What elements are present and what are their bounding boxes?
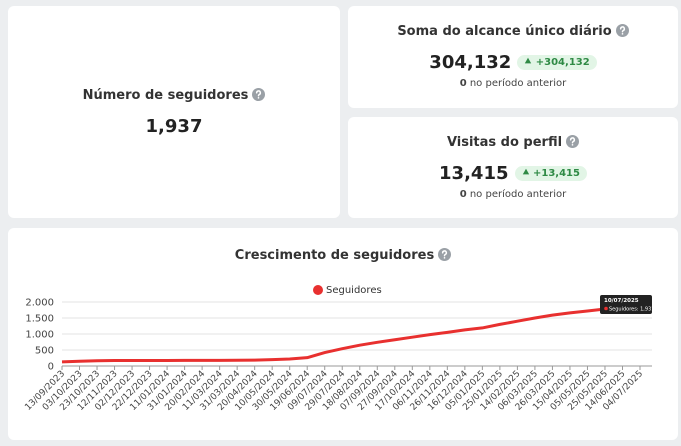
y-tick-label: 2.000: [25, 298, 54, 309]
y-tick-label: 1.500: [25, 314, 54, 325]
change-badge: +13,415: [514, 166, 587, 181]
previous-value: 0: [459, 189, 467, 200]
card-title: Número de seguidores: [8, 88, 340, 103]
previous-text: no período anterior: [469, 78, 567, 89]
y-tick-label: 0: [48, 362, 54, 373]
card-value: 13,415: [439, 163, 509, 184]
legend-label: Seguidores: [326, 285, 382, 296]
series-line: [61, 303, 641, 364]
title-text: Crescimento de seguidores: [234, 248, 435, 263]
tooltip-label: Seguidores: 1,931: [609, 307, 654, 313]
card-title: Visitas do perfil: [348, 135, 678, 150]
legend-swatch: [313, 285, 323, 295]
previous: 0 no período anterior: [348, 78, 678, 89]
badge-text: +304,132: [535, 57, 590, 68]
tooltip-swatch: [604, 306, 608, 311]
previous: 0 no período anterior: [348, 189, 678, 200]
y-tick-label: 500: [35, 346, 54, 357]
title-text: Visitas do perfil: [446, 135, 563, 150]
tooltip-box: [600, 295, 652, 314]
card-value: 304,132: [429, 52, 512, 73]
title-text: Soma do alcance único diário: [397, 24, 612, 39]
card-value: 1,937: [145, 116, 203, 137]
previous-value: 0: [459, 78, 467, 89]
card-value-row: 304,132 +304,132: [348, 52, 678, 73]
chart-title: Crescimento de seguidores: [8, 248, 678, 263]
reach-card: Soma do alcance único diário 304,132 +30…: [348, 6, 678, 108]
title-text: Número de seguidores: [82, 88, 249, 103]
visits-card: Visitas do perfil 13,415 +13,415 0 no pe…: [348, 117, 678, 218]
card-value-row: 13,415 +13,415: [348, 163, 678, 184]
change-badge: +304,132: [517, 55, 597, 70]
y-tick-label: 1.000: [25, 330, 54, 341]
previous-text: no período anterior: [469, 189, 567, 200]
tooltip-date: 10/07/2025: [604, 298, 639, 304]
card-title: Soma do alcance único diário: [348, 24, 678, 39]
followers-card: Número de seguidores 1,937: [8, 6, 340, 218]
badge-text: +13,415: [532, 168, 580, 179]
